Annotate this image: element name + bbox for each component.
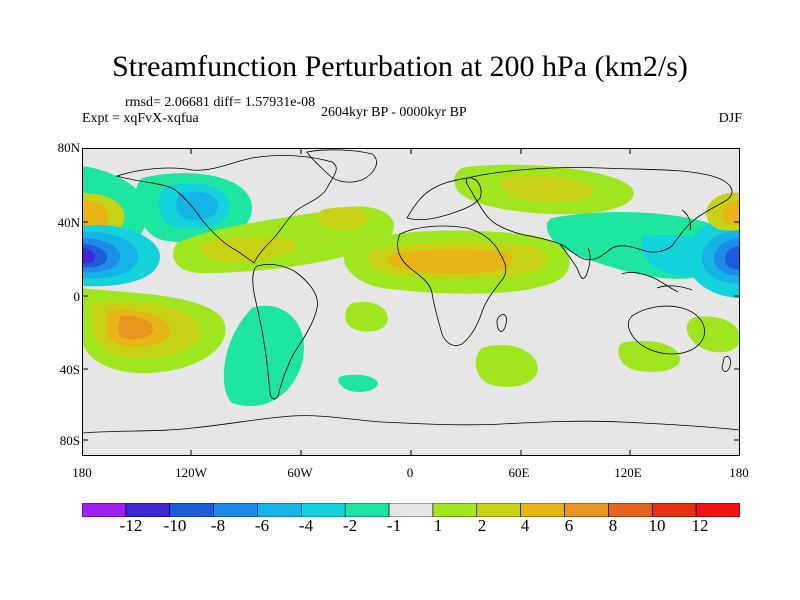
colorbar-label-6: 6 xyxy=(564,516,574,535)
colorbar-label-10: 10 xyxy=(648,516,666,535)
lat-tick-0: 0 xyxy=(73,289,81,304)
colorbar-swatch xyxy=(608,503,653,517)
colorbar-swatch xyxy=(301,503,346,517)
lon-tick-60w: 60W xyxy=(287,465,313,480)
colorbar-swatch xyxy=(257,503,302,517)
colorbar-swatch xyxy=(432,503,478,517)
lat-tick-40n: 40N xyxy=(57,215,80,230)
lon-tick-180w: 180 xyxy=(72,465,92,480)
colorbar-swatch xyxy=(695,503,740,517)
colorbar-label-neg10: -10 xyxy=(163,516,187,535)
colorbar-swatch xyxy=(125,503,171,517)
colorbar-label-neg6: -6 xyxy=(254,516,270,535)
plot-title: Streamfunction Perturbation at 200 hPa (… xyxy=(112,50,688,83)
lat-tick-80s: 80S xyxy=(59,433,80,448)
colorbar xyxy=(82,503,740,517)
colorbar-swatch xyxy=(82,503,127,517)
colorbar-label-neg12: -12 xyxy=(119,516,143,535)
rmsd-stats: rmsd= 2.06681 diff= 1.57931e-08 xyxy=(125,95,316,110)
colorbar-label-2: 2 xyxy=(477,516,487,535)
season-label: DJF xyxy=(718,111,742,126)
colorbar-swatch xyxy=(520,503,565,517)
lat-tick-80n: 80N xyxy=(57,140,80,155)
contour-fill-layer xyxy=(82,164,740,407)
colorbar-swatch xyxy=(651,503,697,517)
colorbar-label-4: 4 xyxy=(520,516,530,535)
colorbar-label-neg4: -4 xyxy=(298,516,314,535)
experiment-label: Expt = xqFvX-xqfua xyxy=(82,111,199,126)
lon-tick-180e: 180 xyxy=(729,465,749,480)
colorbar-label-neg1: -1 xyxy=(386,516,402,535)
lon-tick-0: 0 xyxy=(406,465,414,480)
colorbar-label-neg2: -2 xyxy=(342,516,358,535)
colorbar-swatch xyxy=(476,503,521,517)
lon-tick-60e: 60E xyxy=(508,465,530,480)
colorbar-label-neg8: -8 xyxy=(210,516,226,535)
colorbar-swatch xyxy=(169,503,214,517)
lon-tick-120w: 120W xyxy=(175,465,207,480)
lat-tick-40s: 40S xyxy=(59,362,80,377)
colorbar-swatch xyxy=(388,503,434,517)
colorbar-swatch xyxy=(344,503,390,517)
colorbar-swatch xyxy=(564,503,609,517)
axis-ticks xyxy=(82,148,740,456)
colorbar-swatch xyxy=(213,503,258,517)
colorbar-label-1: 1 xyxy=(433,516,443,535)
colorbar-label-8: 8 xyxy=(608,516,618,535)
coastline-layer xyxy=(82,149,740,434)
period-label: 2604kyr BP - 0000kyr BP xyxy=(321,105,467,120)
lon-tick-120e: 120E xyxy=(614,465,642,480)
streamfunction-map xyxy=(82,148,740,456)
colorbar-label-12: 12 xyxy=(691,516,709,535)
